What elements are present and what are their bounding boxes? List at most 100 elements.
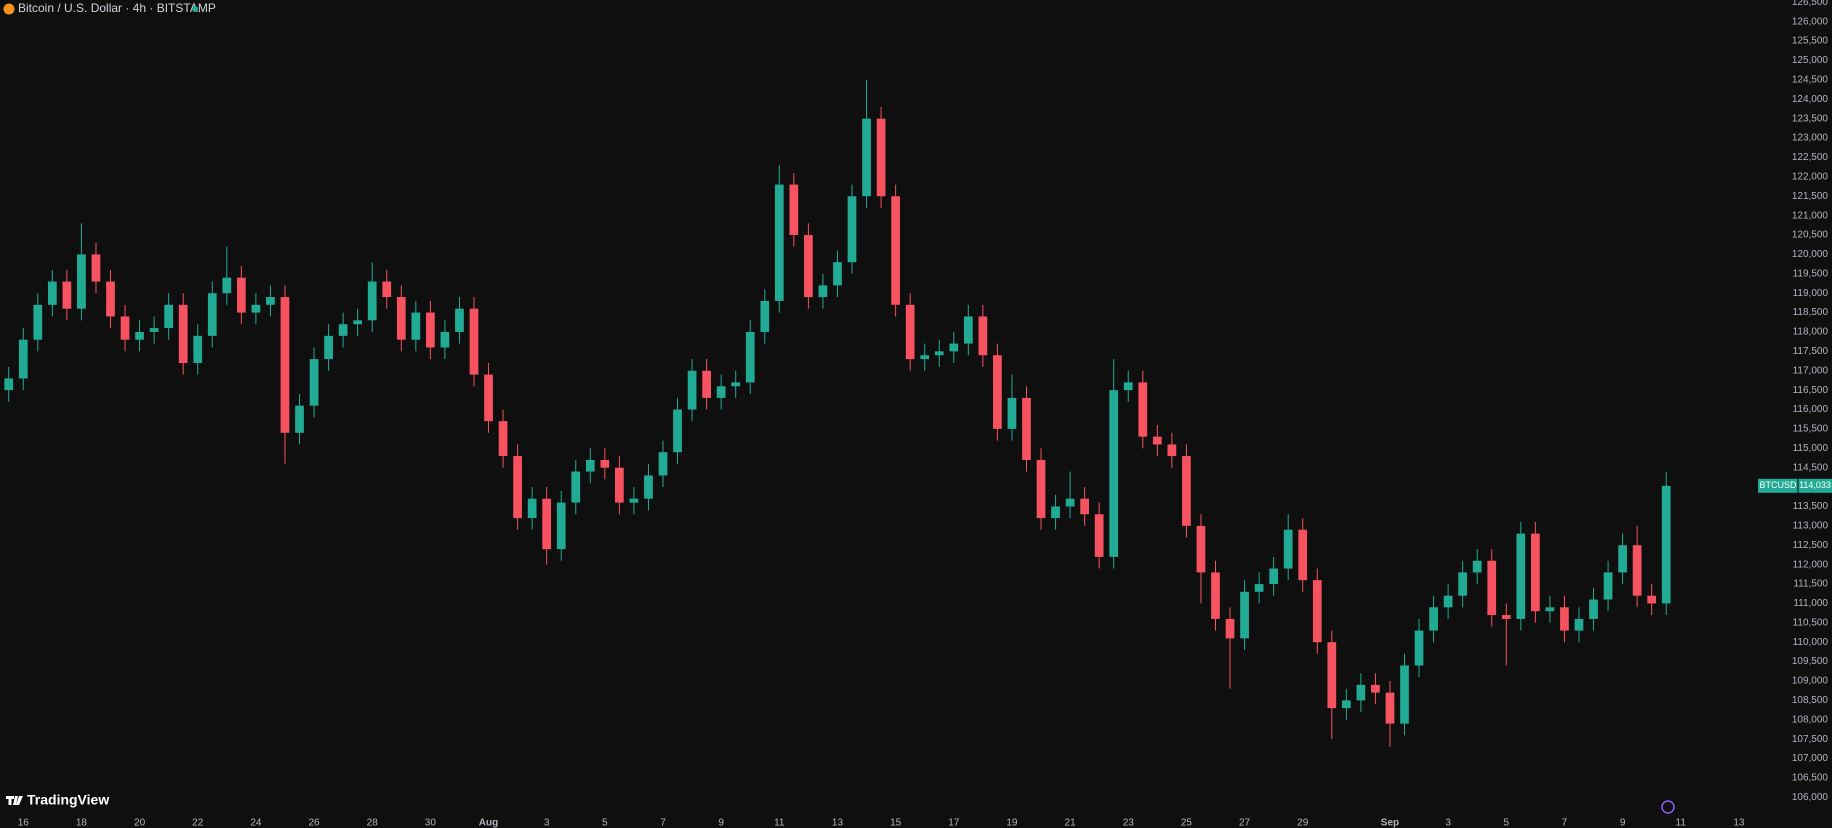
candle-body	[1138, 382, 1148, 437]
candle-body	[1240, 591, 1249, 639]
x-tick-label: 5	[1504, 818, 1510, 828]
candle-body	[1487, 560, 1497, 616]
x-tick-label: 28	[367, 818, 379, 828]
sync-icon	[1661, 800, 1675, 814]
x-tick-label: 29	[1297, 818, 1309, 828]
x-tick-label: 13	[1733, 818, 1745, 828]
y-tick-label: 117,500	[1793, 346, 1829, 357]
x-tick-label: 17	[948, 818, 960, 828]
y-tick-label: 113,500	[1793, 501, 1829, 512]
x-tick-label: 7	[1562, 818, 1568, 828]
candle-body	[396, 297, 406, 340]
candle-body	[585, 459, 595, 472]
y-tick-label: 114,500	[1793, 462, 1829, 473]
candle-body	[818, 285, 828, 298]
candle-body	[731, 382, 741, 387]
candle-body	[1254, 584, 1264, 592]
y-tick-label: 125,000	[1792, 55, 1829, 66]
y-tick-label: 123,500	[1792, 113, 1829, 124]
x-tick-label: 19	[1006, 818, 1018, 828]
candle-body	[1123, 382, 1133, 391]
candle-body	[1283, 529, 1293, 569]
y-tick-label: 119,500	[1793, 268, 1829, 279]
candle-body	[62, 281, 72, 309]
candle-body	[47, 281, 57, 305]
y-tick-label: 113,000	[1793, 521, 1829, 532]
candle-body	[91, 254, 101, 282]
candle-body	[367, 281, 377, 321]
candle-body	[1065, 498, 1075, 507]
tag-symbol: BTCUSD	[1759, 480, 1797, 490]
candle-body	[673, 409, 682, 453]
y-tick-label: 124,000	[1792, 94, 1829, 105]
y-tick-label: 115,500	[1793, 424, 1829, 435]
y-tick-label: 111,500	[1793, 579, 1828, 590]
x-tick-label: 18	[76, 818, 88, 828]
candle-body	[484, 374, 493, 422]
candle-body	[1661, 485, 1671, 604]
y-tick-label: 106,000	[1792, 792, 1829, 803]
candle-body	[1167, 444, 1177, 457]
x-tick-label: 22	[192, 818, 204, 828]
candle-body	[600, 459, 610, 468]
candle-body	[1400, 665, 1409, 724]
candle-body	[1298, 529, 1308, 581]
candle-body	[353, 320, 363, 325]
candle-body	[135, 331, 144, 340]
candle-body	[120, 316, 130, 340]
candle-body	[1094, 514, 1104, 557]
y-tick-label: 106,500	[1792, 773, 1829, 784]
candle-body	[1109, 390, 1119, 557]
x-tick-label: Sep	[1381, 818, 1399, 828]
candle-body	[1356, 684, 1366, 701]
candle-body	[1501, 615, 1511, 619]
candle-body	[469, 308, 479, 375]
y-tick-label: 112,500	[1793, 540, 1829, 551]
x-tick-label: 15	[890, 818, 902, 828]
x-tick-label: 7	[660, 818, 666, 828]
candle-body	[498, 421, 508, 457]
candle-body	[1036, 459, 1046, 519]
y-tick-label: 126,000	[1792, 16, 1829, 27]
candle-body	[542, 498, 552, 550]
x-tick-label: 21	[1065, 818, 1077, 828]
candle-body	[1632, 545, 1642, 596]
y-tick-label: 123,000	[1792, 133, 1829, 144]
y-tick-label: 116,500	[1793, 385, 1829, 396]
candle-body	[615, 467, 624, 503]
candle-body	[745, 331, 755, 383]
tag-value: 114,033	[1799, 480, 1831, 490]
candle-body	[266, 297, 275, 305]
candle-body	[1327, 642, 1337, 709]
y-tick-label: 110,500	[1793, 617, 1829, 628]
candle-body	[876, 118, 886, 197]
candle-body	[702, 370, 711, 398]
candle-body	[1647, 595, 1657, 604]
candle-body	[251, 304, 261, 313]
x-tick-label: 20	[134, 818, 146, 828]
candle-body	[833, 262, 842, 286]
candle-body	[338, 324, 348, 336]
x-tick-label: 11	[774, 818, 785, 828]
x-tick-label: 24	[250, 818, 262, 828]
candle-body	[1080, 498, 1090, 515]
x-tick-label: 11	[1676, 818, 1687, 828]
candle-body	[222, 277, 232, 294]
candle-body	[1051, 506, 1060, 519]
candle-body	[963, 316, 973, 344]
candle-body	[106, 281, 115, 317]
candle-body	[1152, 436, 1162, 445]
y-tick-label: 115,000	[1793, 443, 1829, 454]
candle-body	[1545, 607, 1555, 612]
candle-body	[978, 316, 988, 356]
candle-body	[847, 196, 857, 263]
x-tick-label: 23	[1123, 818, 1135, 828]
candle-body	[1182, 456, 1191, 526]
candle-body	[193, 335, 203, 363]
candle-body	[862, 118, 871, 197]
y-tick-label: 107,500	[1792, 734, 1829, 745]
candle-body	[1618, 545, 1627, 573]
candle-body	[207, 293, 217, 336]
candle-body	[760, 300, 770, 332]
y-tick-label: 121,000	[1792, 210, 1829, 221]
